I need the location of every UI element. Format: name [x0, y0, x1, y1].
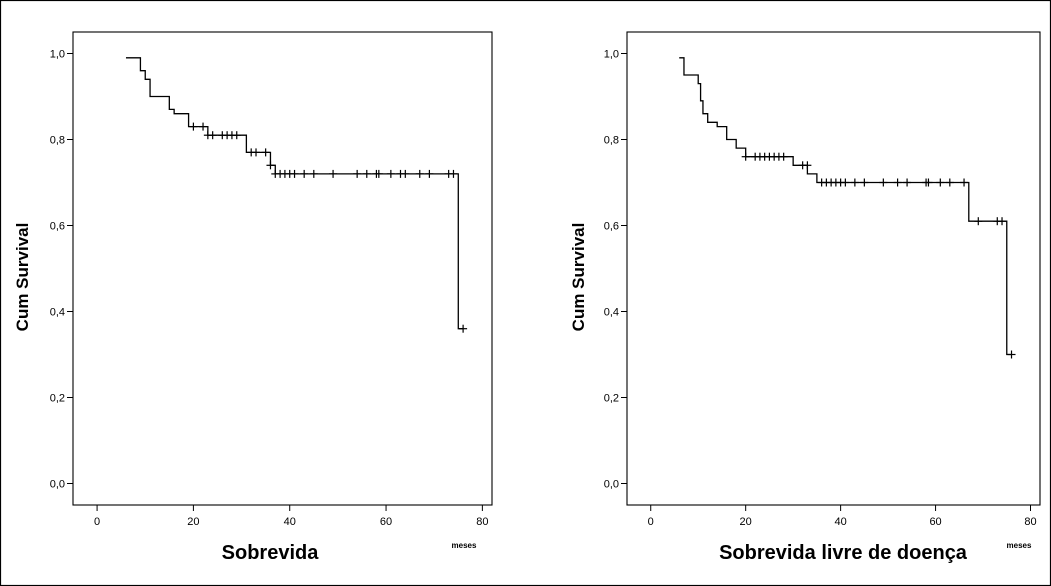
censor-mark	[449, 169, 458, 178]
chart-panel-disease-free-survival: Cum Survival Sobrevida livre de doença m…	[569, 31, 1041, 564]
censor-mark	[841, 178, 850, 187]
censor-mark	[290, 169, 299, 178]
survival-curve	[125, 57, 464, 330]
censor-mark	[924, 178, 933, 187]
censor-mark	[850, 178, 859, 187]
censor-mark	[803, 161, 812, 170]
y-tick-label: 0,8	[604, 135, 619, 147]
plot-area: 0,0 0,2 0,4 0,6 0,8 1,0 0 20 40 60 80	[50, 31, 493, 528]
censor-mark	[386, 169, 395, 178]
y-tick-label: 0,2	[604, 393, 619, 405]
censor-mark	[459, 324, 468, 333]
censor-mark	[945, 178, 954, 187]
censor-mark	[261, 148, 270, 157]
censor-mark	[879, 178, 888, 187]
y-tick-label: 0,2	[50, 393, 65, 405]
x-tick-label: 40	[834, 516, 846, 528]
chart-panel-survival: Cum Survival Sobrevida meses 0,00,20,40,…	[13, 31, 493, 564]
censor-mark	[252, 148, 261, 157]
censor-mark	[779, 152, 788, 161]
censor-mark	[401, 169, 410, 178]
y-tick-label: 0,8	[50, 135, 65, 147]
axes-box	[626, 31, 1041, 506]
censor-mark	[415, 169, 424, 178]
censor-mark	[893, 178, 902, 187]
y-tick-label: 0,6	[50, 221, 65, 233]
censor-mark	[362, 169, 371, 178]
censor-mark	[374, 169, 383, 178]
censor-mark	[353, 169, 362, 178]
censor-mark	[208, 131, 217, 140]
censor-mark	[425, 169, 434, 178]
censor-mark	[300, 169, 309, 178]
y-tick-label: 0,0	[604, 479, 619, 491]
x-axis-unit-label: meses	[1007, 541, 1032, 550]
survival-curve	[679, 57, 1012, 356]
x-tick-label: 20	[740, 516, 752, 528]
axes-box	[72, 31, 493, 506]
y-axis-label: Cum Survival	[569, 223, 588, 332]
censor-mark	[936, 178, 945, 187]
y-tick-label: 0,0	[50, 479, 65, 491]
y-tick-label: 0,4	[604, 307, 619, 319]
x-tick-label: 20	[187, 516, 199, 528]
y-tick-label: 0,4	[50, 307, 65, 319]
censor-mark	[960, 178, 969, 187]
censor-mark	[974, 217, 983, 226]
censor-mark	[309, 169, 318, 178]
censor-mark	[232, 131, 241, 140]
y-tick-label: 1,0	[50, 49, 65, 61]
x-tick-label: 0	[648, 516, 654, 528]
censor-mark	[1007, 350, 1016, 359]
x-axis-unit-label: meses	[452, 541, 477, 550]
x-tick-label: 80	[476, 516, 488, 528]
censor-mark	[741, 152, 750, 161]
x-tick-label: 60	[380, 516, 392, 528]
plot-area: 0,0 0,2 0,4 0,6 0,8 1,0 0 20 40 60 80	[604, 31, 1041, 528]
censor-mark	[189, 122, 198, 131]
censor-mark	[903, 178, 912, 187]
x-tick-label: 0	[94, 516, 100, 528]
y-tick-label: 1,0	[604, 49, 619, 61]
censor-mark	[998, 217, 1007, 226]
x-tick-label: 40	[284, 516, 296, 528]
y-tick-label: 0,6	[604, 221, 619, 233]
y-axis-label: Cum Survival	[13, 223, 32, 332]
censor-mark	[329, 169, 338, 178]
x-axis-label: Sobrevida livre de doença	[719, 542, 968, 564]
x-axis-label: Sobrevida	[222, 542, 320, 564]
censor-mark	[199, 122, 208, 131]
censor-mark	[860, 178, 869, 187]
x-tick-label: 80	[1024, 516, 1036, 528]
x-tick-label: 60	[929, 516, 941, 528]
censor-mark	[266, 161, 275, 170]
